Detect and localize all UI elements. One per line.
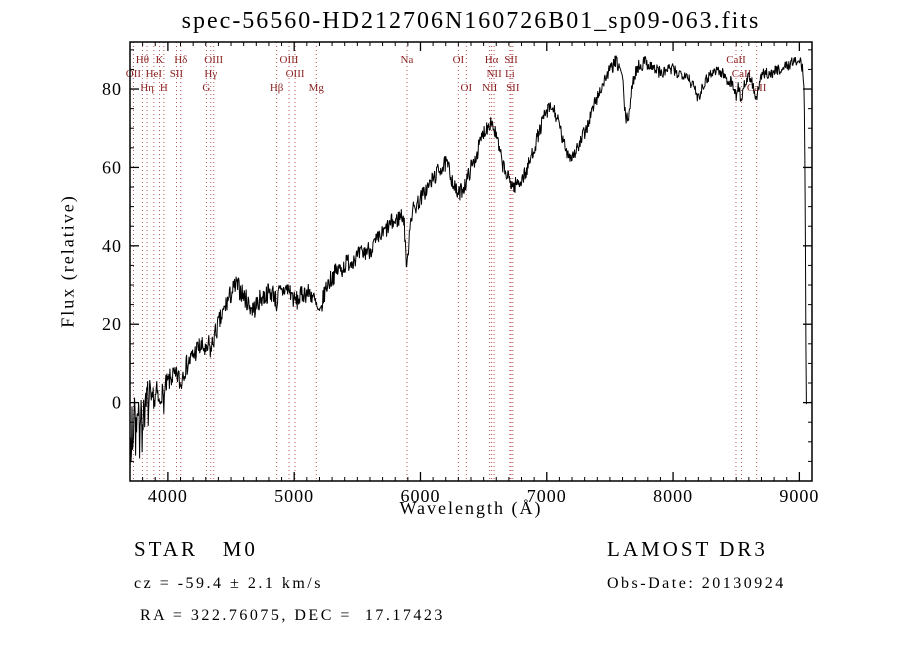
spectrum-line xyxy=(129,55,807,474)
plot-border xyxy=(129,41,813,482)
x-tick-label: 9000 xyxy=(779,486,819,506)
spectral-line-label: Na xyxy=(401,54,414,66)
spectral-line-label: NII xyxy=(482,82,498,94)
spectral-line-label: SII xyxy=(506,82,520,94)
x-tick-label: 6000 xyxy=(400,486,440,506)
spectral-line-label: CaII xyxy=(726,54,746,66)
y-tick-label: 0 xyxy=(112,393,122,413)
y-axis-label: Flux (relative) xyxy=(57,194,78,328)
spectral-line-label: SII xyxy=(504,54,518,66)
x-tick-label: 7000 xyxy=(527,486,567,506)
spectral-line-label: Hθ xyxy=(136,54,149,66)
x-tick-label: 8000 xyxy=(653,486,693,506)
spectral-line-label: Hα xyxy=(485,54,499,66)
x-tick-label: 4000 xyxy=(148,486,188,506)
spectral-line-label: OI xyxy=(461,82,473,94)
spectral-line-label: OIII xyxy=(286,68,305,80)
obs-date-text: Obs-Date: 20130924 xyxy=(607,575,786,592)
survey-label: LAMOST DR3 xyxy=(607,537,768,561)
ra-dec-text: RA = 322.76075, DEC = 17.17423 xyxy=(140,607,445,624)
y-tick-label: 60 xyxy=(102,157,122,177)
page-title: spec-56560-HD212706N160726B01_sp09-063.f… xyxy=(181,8,761,34)
spectral-line-label: OIII xyxy=(280,54,299,66)
spectral-line-label: CaII xyxy=(747,82,767,94)
spectral-line-label: NII xyxy=(486,68,502,80)
y-tick-label: 80 xyxy=(102,79,122,99)
spectral-line-label: OI xyxy=(453,54,465,66)
spectral-line-label: Hβ xyxy=(270,82,284,94)
spectral-line-label: K xyxy=(156,54,164,66)
object-class-label: STAR M0 xyxy=(134,537,258,561)
radial-velocity-text: cz = -59.4 ± 2.1 km/s xyxy=(134,575,323,592)
spectral-line-label: Li xyxy=(505,68,515,80)
spectral-line-label: HeI xyxy=(146,68,163,80)
spectral-line-label: SII xyxy=(170,68,184,80)
spectral-line-label: CaII xyxy=(732,68,752,80)
spectral-line-label: G xyxy=(202,82,210,94)
spectral-line-label: Hδ xyxy=(174,54,187,66)
y-tick-label: 40 xyxy=(102,236,122,256)
spectral-line-label: OIII xyxy=(204,54,223,66)
y-tick-label: 20 xyxy=(102,314,122,334)
spectral-line-label: Hγ xyxy=(204,68,217,80)
x-axis-label: Wavelength (Å) xyxy=(399,498,543,518)
spectral-line-label: H xyxy=(160,82,168,94)
x-tick-label: 5000 xyxy=(274,486,314,506)
spectral-line-label: Mg xyxy=(309,82,325,94)
spectral-line-label: Hη xyxy=(140,82,154,94)
